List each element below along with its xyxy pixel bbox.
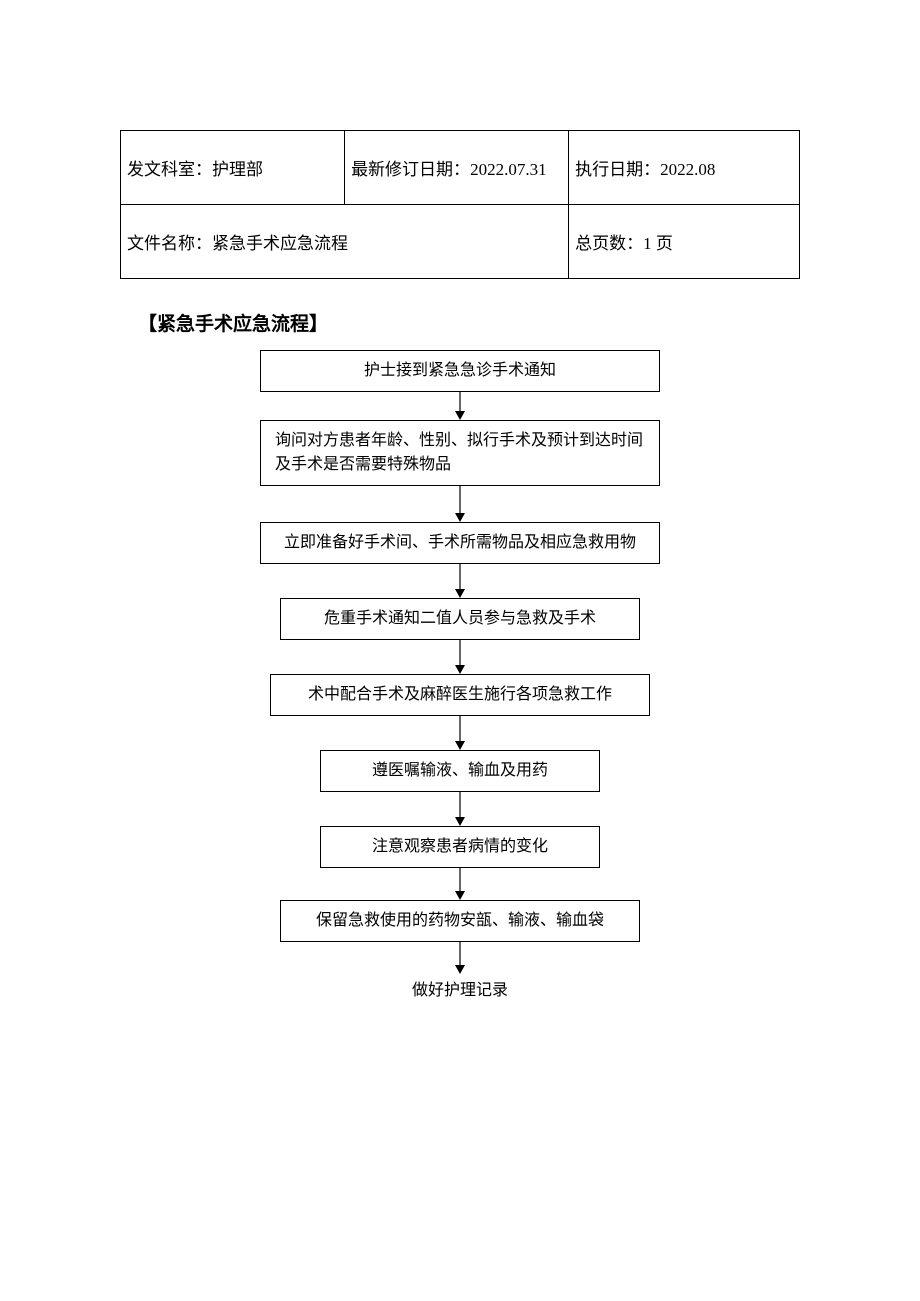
flow-final-text: 做好护理记录 (260, 976, 660, 1000)
docname-cell: 文件名称：紧急手术应急流程 (121, 205, 569, 279)
table-row: 文件名称：紧急手术应急流程 总页数：1 页 (121, 205, 800, 279)
effective-label: 执行日期： (575, 160, 660, 179)
section-title: 【紧急手术应急流程】 (138, 309, 800, 336)
flowchart-container: 护士接到紧急急诊手术通知询问对方患者年龄、性别、拟行手术及预计到达时间及手术是否… (260, 350, 660, 1000)
document-info-table: 发文科室：护理部 最新修订日期：2022.07.31 执行日期：2022.08 … (120, 130, 800, 279)
docname-value: 紧急手术应急流程 (212, 234, 348, 253)
pages-label: 总页数： (575, 234, 643, 253)
document-page: 发文科室：护理部 最新修订日期：2022.07.31 执行日期：2022.08 … (0, 0, 920, 1000)
revision-value: 2022.07.31 (470, 160, 547, 179)
table-row: 发文科室：护理部 最新修订日期：2022.07.31 执行日期：2022.08 (121, 131, 800, 205)
flow-node: 遵医嘱输液、输血及用药 (320, 750, 600, 792)
arrow-down-icon (453, 942, 467, 974)
arrow-down-icon (453, 792, 467, 826)
revision-cell: 最新修订日期：2022.07.31 (345, 131, 569, 205)
pages-value: 1 页 (643, 234, 673, 253)
revision-label: 最新修订日期： (351, 160, 470, 179)
flow-node: 危重手术通知二值人员参与急救及手术 (280, 598, 640, 640)
flow-node: 保留急救使用的药物安瓿、输液、输血袋 (280, 900, 640, 942)
arrow-down-icon (453, 564, 467, 598)
department-value: 护理部 (212, 160, 263, 179)
flow-node: 注意观察患者病情的变化 (320, 826, 600, 868)
flow-node: 术中配合手术及麻醉医生施行各项急救工作 (270, 674, 650, 716)
effective-value: 2022.08 (660, 160, 715, 179)
department-cell: 发文科室：护理部 (121, 131, 345, 205)
arrow-down-icon (453, 640, 467, 674)
arrow-down-icon (453, 868, 467, 900)
arrow-down-icon (453, 392, 467, 420)
arrow-down-icon (453, 716, 467, 750)
flow-node: 护士接到紧急急诊手术通知 (260, 350, 660, 392)
arrow-down-icon (453, 486, 467, 522)
flow-node: 立即准备好手术间、手术所需物品及相应急救用物 (260, 522, 660, 564)
pages-cell: 总页数：1 页 (569, 205, 800, 279)
effective-cell: 执行日期：2022.08 (569, 131, 800, 205)
docname-label: 文件名称： (127, 234, 212, 253)
flow-node: 询问对方患者年龄、性别、拟行手术及预计到达时间及手术是否需要特殊物品 (260, 420, 660, 486)
department-label: 发文科室： (127, 160, 212, 179)
